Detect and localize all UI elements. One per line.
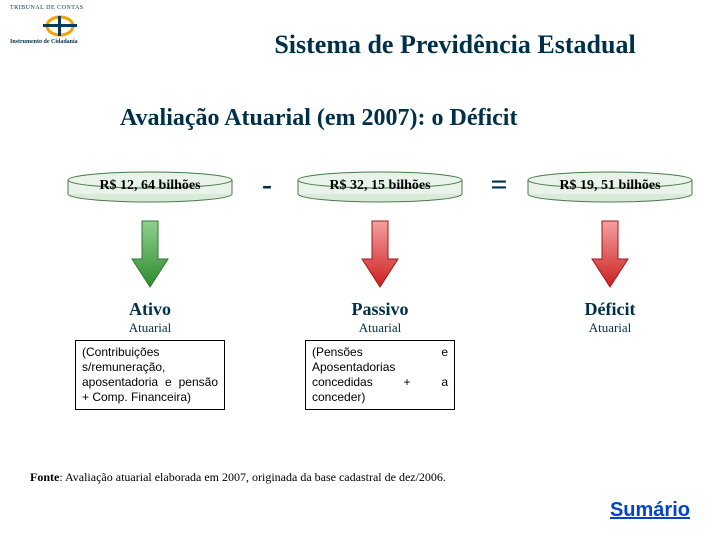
footnote: Fonte: Avaliação atuarial elaborada em 2… xyxy=(30,470,446,485)
operator-minus: - xyxy=(252,168,282,202)
disk-deficit: R$ 19, 51 bilhões xyxy=(520,170,700,204)
passivo-title: Passivo xyxy=(290,299,470,320)
ativo-desc: (Contribuições s/remuneração, aposentado… xyxy=(75,340,225,410)
disk-ativo: R$ 12, 64 bilhões xyxy=(60,170,240,204)
passivo-subtitle: Atuarial xyxy=(290,320,470,336)
column-ativo: R$ 12, 64 bilhões Ativo Atuarial (Contri… xyxy=(60,170,240,410)
ativo-title: Ativo xyxy=(60,299,240,320)
deficit-title: Déficit xyxy=(520,299,700,320)
disk-passivo: R$ 32, 15 bilhões xyxy=(290,170,470,204)
arrow-down-red-icon xyxy=(590,219,630,289)
disk-deficit-value: R$ 19, 51 bilhões xyxy=(520,178,700,194)
footnote-label: Fonte xyxy=(30,470,59,484)
operator-equals: = xyxy=(484,168,514,202)
passivo-desc: (Pensões e Aposentadorias concedidas + a… xyxy=(305,340,455,410)
summary-link[interactable]: Sumário xyxy=(610,499,690,522)
logo: TRIBUNAL DE CONTAS Instrumento de Cidada… xyxy=(10,5,110,45)
deficit-subtitle: Atuarial xyxy=(520,320,700,336)
column-passivo: R$ 32, 15 bilhões Passivo Atuarial (Pens… xyxy=(290,170,470,410)
page-title: Sistema de Previdência Estadual xyxy=(200,30,710,60)
disk-passivo-value: R$ 32, 15 bilhões xyxy=(290,178,470,194)
logo-bottom-text: Instrumento de Cidadania xyxy=(10,39,110,45)
page-subtitle: Avaliação Atuarial (em 2007): o Déficit xyxy=(120,105,660,132)
arrow-down-red-icon xyxy=(360,219,400,289)
logo-emblem xyxy=(41,13,79,37)
disk-ativo-value: R$ 12, 64 bilhões xyxy=(60,178,240,194)
arrow-down-green-icon xyxy=(130,219,170,289)
footnote-text: : Avaliação atuarial elaborada em 2007, … xyxy=(59,470,446,484)
column-deficit: R$ 19, 51 bilhões Déficit Atuarial xyxy=(520,170,700,340)
logo-top-text: TRIBUNAL DE CONTAS xyxy=(10,5,110,11)
ativo-subtitle: Atuarial xyxy=(60,320,240,336)
